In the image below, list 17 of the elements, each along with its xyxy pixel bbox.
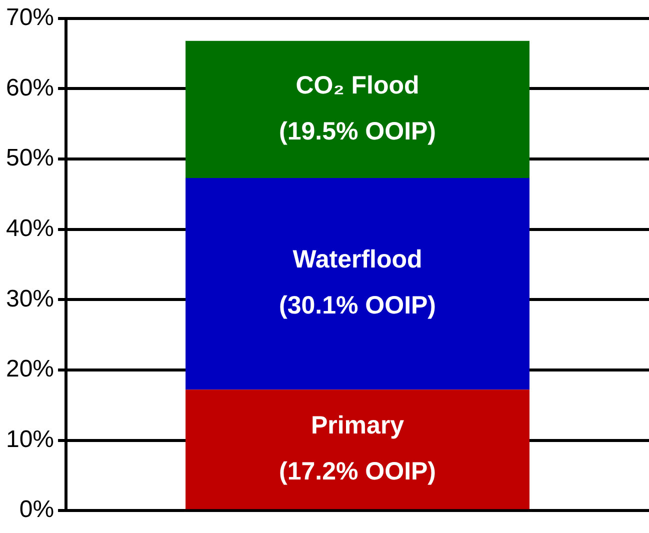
data-label: (30.1% OOIP) <box>279 292 436 320</box>
y-tick-label: 0% <box>19 496 54 524</box>
bar <box>186 40 530 178</box>
y-tick-label: 70% <box>6 4 54 32</box>
y-tick-label: 30% <box>6 285 54 312</box>
y-tick-label: 60% <box>6 74 54 102</box>
bar <box>186 178 530 390</box>
y-tick-label: 10% <box>6 426 54 453</box>
data-label: (19.5% OOIP) <box>279 117 436 146</box>
series-label: Waterflood <box>292 246 422 274</box>
bar <box>186 390 530 510</box>
data-label: (17.2% OOIP) <box>279 457 436 486</box>
y-tick-label: 40% <box>6 214 54 242</box>
series-label: CO₂ Flood <box>296 71 420 100</box>
series-label: Primary <box>310 411 404 440</box>
y-tick-label: 50% <box>6 144 54 172</box>
y-tick-label: 20% <box>6 356 54 383</box>
